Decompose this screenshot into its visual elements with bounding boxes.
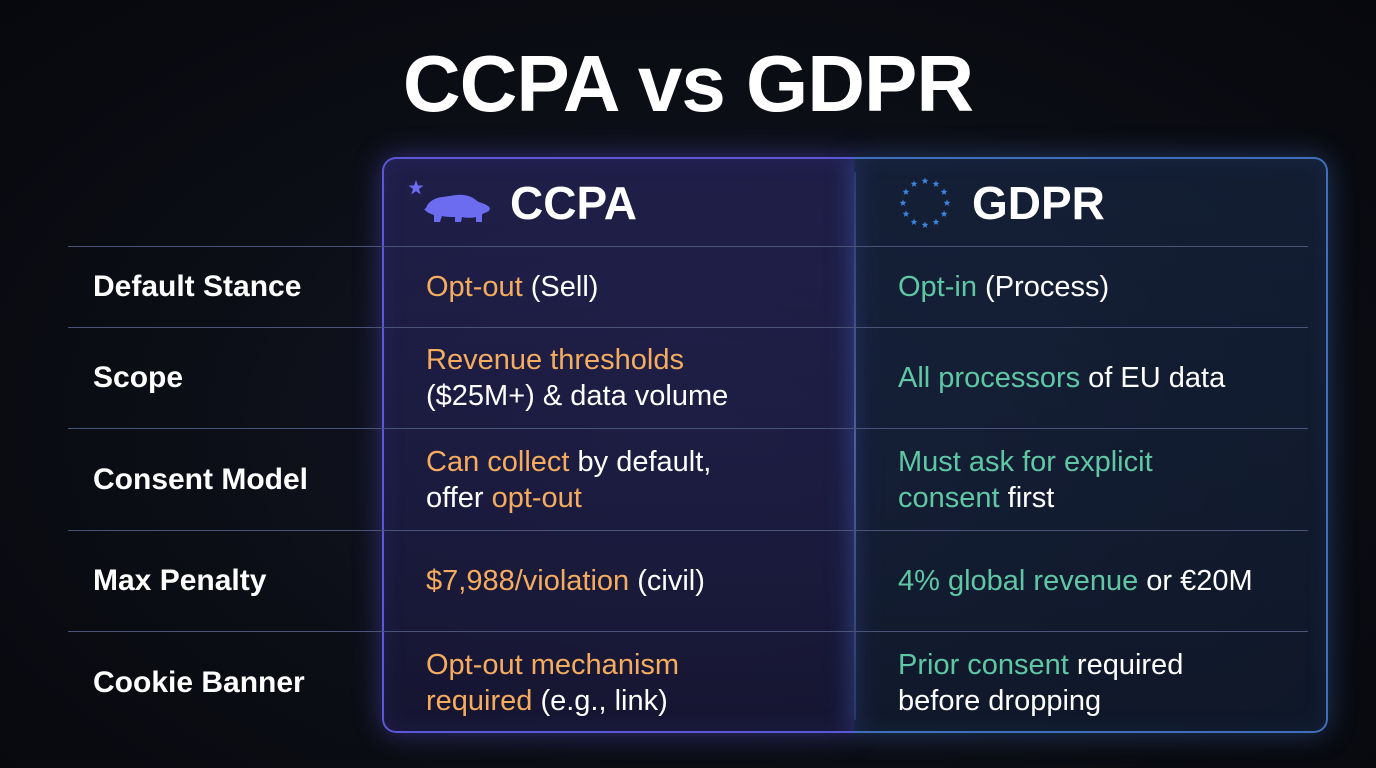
row-divider [68, 428, 1308, 429]
gdpr-consent-model: Must ask for explicit consent first [898, 445, 1153, 514]
ccpa-column-panel [382, 157, 854, 733]
row-label-default-stance: Default Stance [93, 270, 302, 303]
california-bear-icon [406, 178, 492, 228]
row-divider [68, 327, 1308, 328]
gdpr-cookie-banner: Prior consent required before dropping [898, 649, 1184, 717]
eu-star [940, 210, 948, 217]
ccpa-cookie-banner: Opt-out mechanism required (e.g., link) [426, 649, 680, 717]
eu-star [902, 210, 910, 217]
eu-stars-icon [896, 174, 954, 232]
row-label-consent-model: Consent Model [93, 462, 308, 496]
gdpr-column-header: GDPR [896, 170, 1105, 236]
ccpa-scope: Revenue thresholds ($25M+) & data volume [426, 344, 729, 412]
row-label-cookie-banner: Cookie Banner [93, 666, 305, 699]
eu-star [943, 199, 951, 206]
ccpa-column-title: CCPA [510, 177, 637, 229]
eu-star [932, 218, 940, 225]
gdpr-column-panel [854, 157, 1328, 733]
gdpr-column-title: GDPR [972, 177, 1105, 229]
page-title: CCPA vs GDPR [402, 39, 974, 128]
row-divider [68, 530, 1308, 531]
eu-star [910, 218, 918, 225]
row-label-scope: Scope [93, 361, 184, 394]
gdpr-max-penalty: 4% global revenue or €20M [898, 565, 1253, 597]
column-divider [854, 172, 856, 720]
eu-star [910, 180, 918, 187]
eu-star [921, 177, 929, 184]
row-divider [68, 631, 1308, 632]
row-label-max-penalty: Max Penalty [93, 564, 267, 597]
gdpr-default-stance: Opt-in (Process) [898, 271, 1110, 303]
ccpa-column-header: CCPA [406, 170, 637, 236]
gdpr-scope: All processors of EU data [898, 362, 1226, 394]
eu-star [902, 188, 910, 195]
ccpa-default-stance: Opt-out (Sell) [426, 271, 599, 303]
ccpa-max-penalty: $7,988/violation (civil) [426, 565, 705, 597]
eu-star [921, 221, 929, 228]
eu-star [932, 180, 940, 187]
eu-star [940, 188, 948, 195]
ccpa-consent-model: Can collect by default, offer opt-out [426, 445, 712, 514]
eu-star [899, 199, 907, 206]
row-divider [68, 246, 1308, 247]
